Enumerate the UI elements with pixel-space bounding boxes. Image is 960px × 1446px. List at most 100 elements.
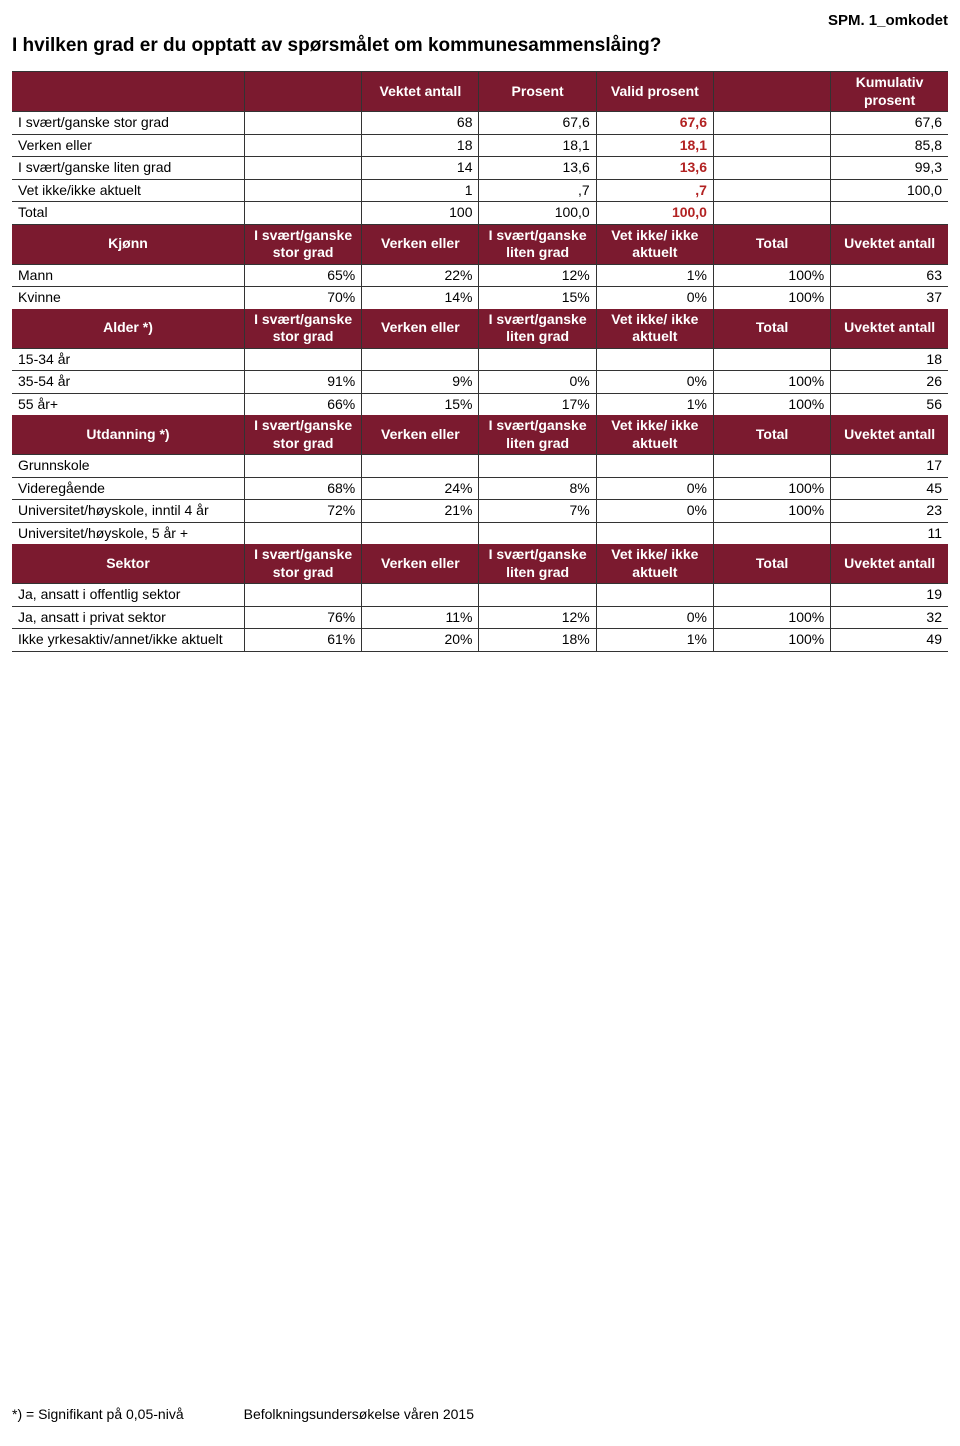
top-row-c6: 85,8 (831, 134, 948, 157)
row-c2: 20% (362, 629, 479, 652)
top-hdr-c3: Prosent (479, 72, 596, 112)
top-row-c5 (713, 134, 830, 157)
row-c2: 14% (362, 287, 479, 309)
top-row-c5 (713, 202, 830, 225)
row-c2: 21% (362, 500, 479, 523)
page-code-text: SPM. 1_omkodet (828, 12, 948, 29)
row-label: Ja, ansatt i offentlig sektor (12, 584, 244, 607)
row-c2: 22% (362, 264, 479, 287)
top-row-label: Total (12, 202, 244, 225)
sec-hdr-c6: Uvektet antall (831, 544, 948, 584)
row-c2: 15% (362, 393, 479, 415)
page-footer: *) = Signifikant på 0,05-nivå Befolkning… (12, 1406, 948, 1422)
sec-hdr-c4: Vet ikke/ ikke aktuelt (596, 309, 713, 349)
row-c6: 18 (831, 348, 948, 371)
row-c4 (596, 348, 713, 371)
row-c4 (596, 522, 713, 544)
row-c1: 70% (244, 287, 361, 309)
row-c2 (362, 584, 479, 607)
top-hdr-c2: Vektet antall (362, 72, 479, 112)
section-title: Kjønn (12, 224, 244, 264)
row-c5 (713, 455, 830, 478)
row-label: 35-54 år (12, 371, 244, 394)
sec-hdr-c3: I svært/ganske liten grad (479, 224, 596, 264)
top-row-c3: ,7 (479, 179, 596, 202)
row-c1 (244, 455, 361, 478)
sec-hdr-c2: Verken eller (362, 224, 479, 264)
row-c4: 0% (596, 287, 713, 309)
row-c5: 100% (713, 287, 830, 309)
row-c2: 11% (362, 606, 479, 629)
row-label: Universitet/høyskole, inntil 4 år (12, 500, 244, 523)
row-label: Videregående (12, 477, 244, 500)
row-c5: 100% (713, 500, 830, 523)
row-c1: 68% (244, 477, 361, 500)
row-c1: 72% (244, 500, 361, 523)
row-c6: 32 (831, 606, 948, 629)
row-c5 (713, 348, 830, 371)
page-code: SPM. 1_omkodet (12, 12, 948, 29)
section-title: Sektor (12, 544, 244, 584)
row-c6: 45 (831, 477, 948, 500)
row-c3: 12% (479, 606, 596, 629)
top-row-c6 (831, 202, 948, 225)
top-row-c3: 100,0 (479, 202, 596, 225)
sec-hdr-c3: I svært/ganske liten grad (479, 415, 596, 455)
row-c6: 49 (831, 629, 948, 652)
row-c4 (596, 455, 713, 478)
row-c4: 1% (596, 264, 713, 287)
top-row-c2: 1 (362, 179, 479, 202)
sec-hdr-c6: Uvektet antall (831, 224, 948, 264)
row-c6: 17 (831, 455, 948, 478)
top-row-label: Vet ikke/ikke aktuelt (12, 179, 244, 202)
row-c3: 8% (479, 477, 596, 500)
row-c4: 1% (596, 629, 713, 652)
data-table: Vektet antallProsentValid prosentKumulat… (12, 71, 948, 652)
top-row-c1 (244, 112, 361, 135)
row-c4: 0% (596, 500, 713, 523)
row-c1: 91% (244, 371, 361, 394)
top-row-c4: ,7 (596, 179, 713, 202)
row-c5: 100% (713, 371, 830, 394)
row-c5: 100% (713, 606, 830, 629)
row-c3 (479, 522, 596, 544)
row-c3: 17% (479, 393, 596, 415)
top-row-c1 (244, 157, 361, 180)
sec-hdr-c2: Verken eller (362, 544, 479, 584)
sec-hdr-c1: I svært/ganske stor grad (244, 544, 361, 584)
row-c3 (479, 455, 596, 478)
top-row-c4: 100,0 (596, 202, 713, 225)
row-c3: 0% (479, 371, 596, 394)
row-c4: 0% (596, 477, 713, 500)
top-row-c6: 100,0 (831, 179, 948, 202)
row-c6: 63 (831, 264, 948, 287)
row-c6: 56 (831, 393, 948, 415)
top-row-c3: 67,6 (479, 112, 596, 135)
footnote-left: *) = Signifikant på 0,05-nivå (12, 1406, 184, 1422)
row-c6: 26 (831, 371, 948, 394)
top-row-c2: 100 (362, 202, 479, 225)
sec-hdr-c1: I svært/ganske stor grad (244, 224, 361, 264)
sec-hdr-c5: Total (713, 544, 830, 584)
top-row-c5 (713, 112, 830, 135)
sec-hdr-c5: Total (713, 309, 830, 349)
row-c3 (479, 348, 596, 371)
row-c2: 9% (362, 371, 479, 394)
sec-hdr-c3: I svært/ganske liten grad (479, 309, 596, 349)
row-c3: 18% (479, 629, 596, 652)
sec-hdr-c4: Vet ikke/ ikke aktuelt (596, 544, 713, 584)
row-c6: 37 (831, 287, 948, 309)
row-c6: 23 (831, 500, 948, 523)
row-label: 55 år+ (12, 393, 244, 415)
top-row-c5 (713, 157, 830, 180)
row-c4: 0% (596, 371, 713, 394)
row-c1 (244, 584, 361, 607)
row-c3: 15% (479, 287, 596, 309)
row-c2 (362, 522, 479, 544)
row-c5: 100% (713, 477, 830, 500)
top-row-c6: 99,3 (831, 157, 948, 180)
row-c1: 65% (244, 264, 361, 287)
sec-hdr-c3: I svært/ganske liten grad (479, 544, 596, 584)
section-title: Alder *) (12, 309, 244, 349)
top-hdr-c6: Kumulativ prosent (831, 72, 948, 112)
